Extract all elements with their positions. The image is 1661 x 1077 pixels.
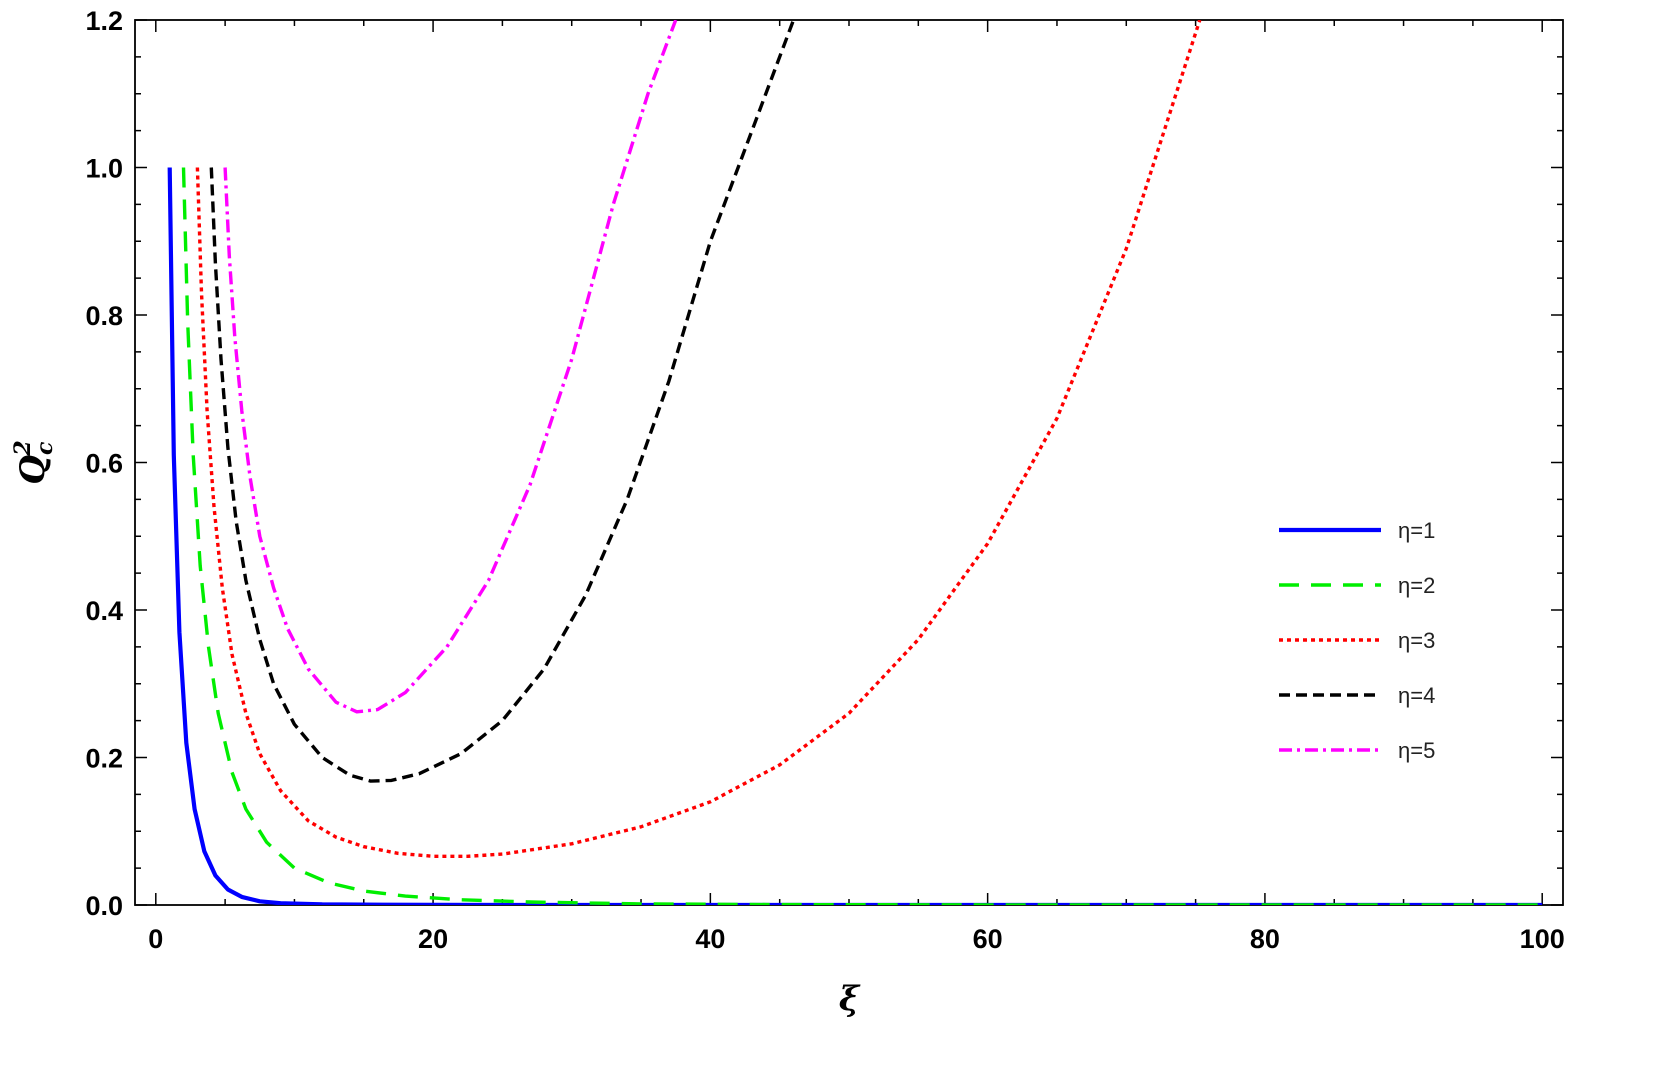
legend-label: η=5 (1398, 738, 1435, 763)
series-line-eta-4 (209, 20, 796, 783)
legend-label: η=3 (1398, 628, 1435, 653)
legend-label: η=4 (1398, 683, 1435, 708)
legend-label: η=1 (1398, 518, 1435, 543)
axis-ticks (135, 19, 1563, 906)
y-tick-label: 0.6 (85, 449, 123, 479)
x-axis-title: ξ (839, 979, 861, 1019)
plot-frame (134, 19, 1564, 906)
y-axis-title-sub: c (32, 441, 58, 455)
series-line-eta-1 (167, 167, 1543, 905)
y-tick-label: 1.0 (85, 154, 123, 184)
series-line-eta-3 (195, 20, 1202, 858)
x-tick-label: 40 (695, 924, 725, 954)
axis-tick-labels: 0 20 40 60 80 100 0.0 0.2 0.4 0.6 0.8 1.0 1.2 (85, 6, 1564, 954)
legend-label: η=2 (1398, 573, 1435, 598)
y-tick-label: 0.8 (85, 301, 123, 331)
series-line-eta-2 (181, 167, 1543, 905)
y-tick-label: 0.2 (85, 744, 123, 774)
series-group (167, 20, 1543, 905)
legend: η=1 η=2 η=3 η=4 η=5 (1279, 518, 1435, 763)
series-line-eta-5 (223, 20, 678, 714)
y-tick-label: 0.4 (85, 596, 123, 626)
y-tick-label: 1.2 (85, 6, 123, 36)
x-tick-label: 0 (148, 924, 163, 954)
y-tick-label: 0.0 (85, 891, 123, 921)
y-axis-title-base: Q (13, 455, 53, 485)
y-axis-title-sup: 2 (10, 440, 36, 456)
y-axis-title: Qc2 (10, 440, 58, 484)
x-tick-label: 80 (1250, 924, 1280, 954)
x-tick-label: 20 (418, 924, 448, 954)
x-tick-label: 100 (1520, 924, 1565, 954)
x-tick-label: 60 (973, 924, 1003, 954)
